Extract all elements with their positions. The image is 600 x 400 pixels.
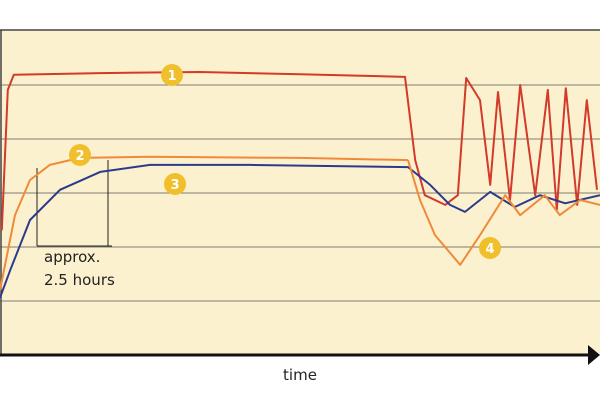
series-name: 3: [170, 178, 179, 193]
line: [0, 163, 600, 299]
line: [0, 155, 409, 291]
lines: [0, 71, 600, 299]
badges: 1 2 3 4: [69, 64, 501, 259]
series-name: 4: [485, 242, 494, 257]
line: [407, 159, 600, 266]
series-badge: [161, 64, 183, 86]
series-badge: [164, 173, 186, 195]
annotation: approx.: [44, 248, 100, 266]
grid: [0, 84, 600, 302]
x-axis-arrow: [588, 345, 600, 365]
x-axis-label: time: [283, 366, 317, 384]
series-badge: [479, 237, 501, 259]
series-badge: [69, 144, 91, 166]
annotation: 2.5 hours: [44, 271, 115, 289]
series-name: 2: [75, 149, 84, 164]
series-name: 1: [167, 69, 176, 84]
line: [0, 71, 598, 231]
